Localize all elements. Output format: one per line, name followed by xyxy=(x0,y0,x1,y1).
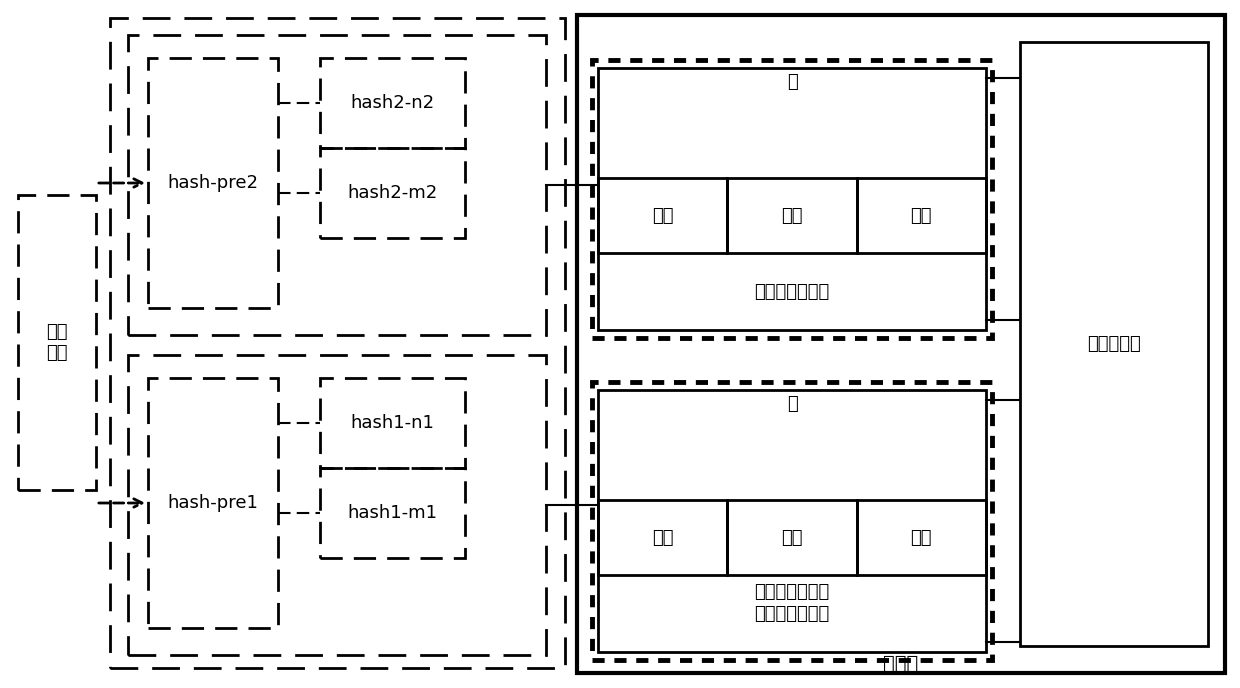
Text: hash2-m2: hash2-m2 xyxy=(347,184,438,202)
Text: 分片: 分片 xyxy=(781,206,802,224)
Bar xyxy=(598,178,728,253)
Text: 第一个哈希子表: 第一个哈希子表 xyxy=(754,605,830,623)
Bar xyxy=(320,468,465,558)
Bar xyxy=(857,500,986,575)
Text: hash-pre1: hash-pre1 xyxy=(167,494,258,512)
Text: 第一个哈希子表: 第一个哈希子表 xyxy=(754,583,830,601)
Bar xyxy=(128,35,546,335)
Bar xyxy=(148,58,278,308)
Text: 分片: 分片 xyxy=(781,528,802,546)
Bar xyxy=(591,382,992,660)
Bar xyxy=(728,500,857,575)
Bar xyxy=(728,178,857,253)
Bar xyxy=(857,178,986,253)
Text: 桶: 桶 xyxy=(786,395,797,413)
Text: 分片: 分片 xyxy=(652,206,673,224)
Bar xyxy=(591,60,992,338)
Bar xyxy=(598,68,986,330)
Bar xyxy=(110,18,565,668)
Text: 分片: 分片 xyxy=(910,528,932,546)
Bar xyxy=(598,500,728,575)
Text: hash1-m1: hash1-m1 xyxy=(347,504,438,522)
Bar xyxy=(148,378,278,628)
Text: 桶: 桶 xyxy=(786,73,797,91)
Bar xyxy=(320,58,465,148)
Text: 分片: 分片 xyxy=(910,206,932,224)
Bar xyxy=(19,195,95,490)
Bar xyxy=(1021,42,1208,646)
Bar xyxy=(320,148,465,238)
Bar xyxy=(577,15,1225,673)
Text: 分片: 分片 xyxy=(652,528,673,546)
Bar xyxy=(128,355,546,655)
Text: hash1-n1: hash1-n1 xyxy=(351,414,434,432)
Bar xyxy=(320,378,465,468)
Text: hash2-n2: hash2-n2 xyxy=(351,94,434,112)
Text: hash-pre2: hash-pre2 xyxy=(167,174,258,192)
Bar xyxy=(598,390,986,652)
Text: 当前
键値: 当前 键値 xyxy=(46,323,68,362)
Text: 第二个哈希子表: 第二个哈希子表 xyxy=(754,283,830,301)
Text: 原始键値表: 原始键値表 xyxy=(1087,335,1141,353)
Text: 哈希表: 哈希表 xyxy=(883,654,919,672)
